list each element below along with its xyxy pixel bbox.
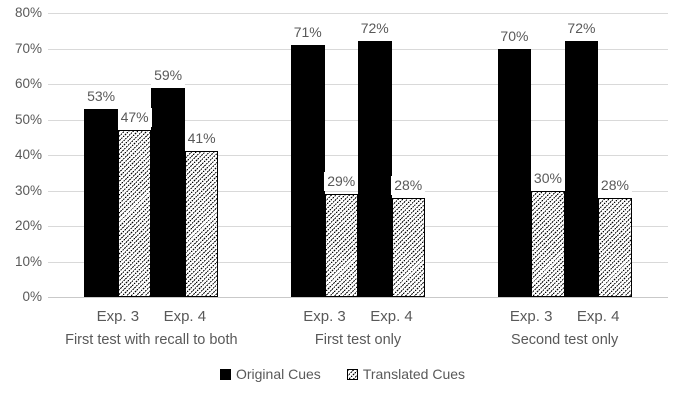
y-axis-tick-label: 30% xyxy=(14,182,42,198)
bar-value-label: 28% xyxy=(597,175,632,195)
bar-original-cues xyxy=(497,48,532,297)
bar-slot: 53% xyxy=(84,13,119,297)
legend-label: Original Cues xyxy=(235,366,321,382)
plot-area: 53% 47% 59% 41% 71% 29% 72% 28% 70% 30% 72% 28% xyxy=(48,13,668,298)
bar-value-label: 70% xyxy=(497,26,532,46)
legend-swatch-translated-cues xyxy=(346,368,358,380)
bar-value-label: 72% xyxy=(357,19,392,39)
y-axis-tick-label: 80% xyxy=(14,5,42,20)
legend-item-translated-cues: Translated Cues xyxy=(346,366,466,382)
y-axis-tick-label: 50% xyxy=(14,111,42,127)
bar-translated-cues xyxy=(531,190,565,297)
bar-slot: 30% xyxy=(530,13,565,297)
bar-original-cues xyxy=(358,41,392,297)
bar-groups: 53% 47% 59% 41% 71% 29% 72% 28% 70% 30% 72% 28% xyxy=(48,13,668,297)
bar-group: 70% 30% 72% 28% xyxy=(461,13,668,297)
bar-slot: 47% xyxy=(117,13,152,297)
legend: Original Cues Translated Cues xyxy=(0,366,685,382)
x-axis-line xyxy=(48,297,668,298)
bar-value-label: 71% xyxy=(290,22,325,42)
bar-translated-cues xyxy=(598,197,632,297)
legend-label: Translated Cues xyxy=(362,366,466,382)
x-axis-group-label: First test only xyxy=(314,332,402,348)
bar-translated-cues xyxy=(324,194,358,297)
bar-value-label: 29% xyxy=(324,172,359,192)
gridline xyxy=(48,13,668,14)
bar-value-label: 72% xyxy=(564,19,599,39)
bar-value-label: 53% xyxy=(84,86,119,106)
bar-slot: 28% xyxy=(597,13,632,297)
x-axis-exp-label: Exp. 4 xyxy=(576,308,620,325)
x-axis-group-label: First test with recall to both xyxy=(65,332,238,348)
bar-slot: 72% xyxy=(357,13,392,297)
bar-slot: 70% xyxy=(497,13,532,297)
bar-slot: 71% xyxy=(290,13,325,297)
x-axis-exp-label: Exp. 4 xyxy=(370,308,413,325)
bar-value-label: 47% xyxy=(117,108,152,128)
y-axis-tick-label: 0% xyxy=(22,289,42,304)
bar-original-cues xyxy=(564,41,599,297)
bar-translated-cues xyxy=(117,130,152,297)
x-axis-group-label: Second test only xyxy=(511,332,619,348)
y-axis-tick-label: 10% xyxy=(14,253,42,269)
bar-value-label: 59% xyxy=(151,65,186,85)
bar-original-cues xyxy=(291,44,325,297)
legend-swatch-original-cues xyxy=(219,368,231,380)
bar-group: 71% 29% 72% 28% xyxy=(255,13,462,297)
bar-group: 53% 47% 59% 41% xyxy=(48,13,255,297)
y-axis-tick-label: 70% xyxy=(14,40,42,56)
bar-value-label: 28% xyxy=(391,175,426,195)
bar-original-cues xyxy=(84,108,118,297)
x-axis-exp-label: Exp. 3 xyxy=(509,308,553,325)
y-axis-tick-label: 20% xyxy=(14,218,42,233)
bar-slot: 72% xyxy=(564,13,599,297)
bar-slot: 41% xyxy=(184,13,219,297)
x-axis-exp-label: Exp. 3 xyxy=(96,308,140,325)
y-axis-tick-label: 60% xyxy=(14,76,42,91)
x-axis-exp-label: Exp. 4 xyxy=(163,308,207,325)
x-axis-exp-label: Exp. 3 xyxy=(303,308,346,325)
bar-translated-cues xyxy=(184,151,219,297)
bar-slot: 59% xyxy=(151,13,186,297)
bar-value-label: 41% xyxy=(184,129,219,149)
bar-slot: 28% xyxy=(391,13,426,297)
bar-slot: 29% xyxy=(324,13,359,297)
bar-translated-cues xyxy=(391,197,425,297)
y-axis-tick-label: 40% xyxy=(14,147,42,162)
bar-original-cues xyxy=(151,87,185,297)
bar-value-label: 30% xyxy=(530,168,565,188)
legend-item-original-cues: Original Cues xyxy=(219,366,321,382)
